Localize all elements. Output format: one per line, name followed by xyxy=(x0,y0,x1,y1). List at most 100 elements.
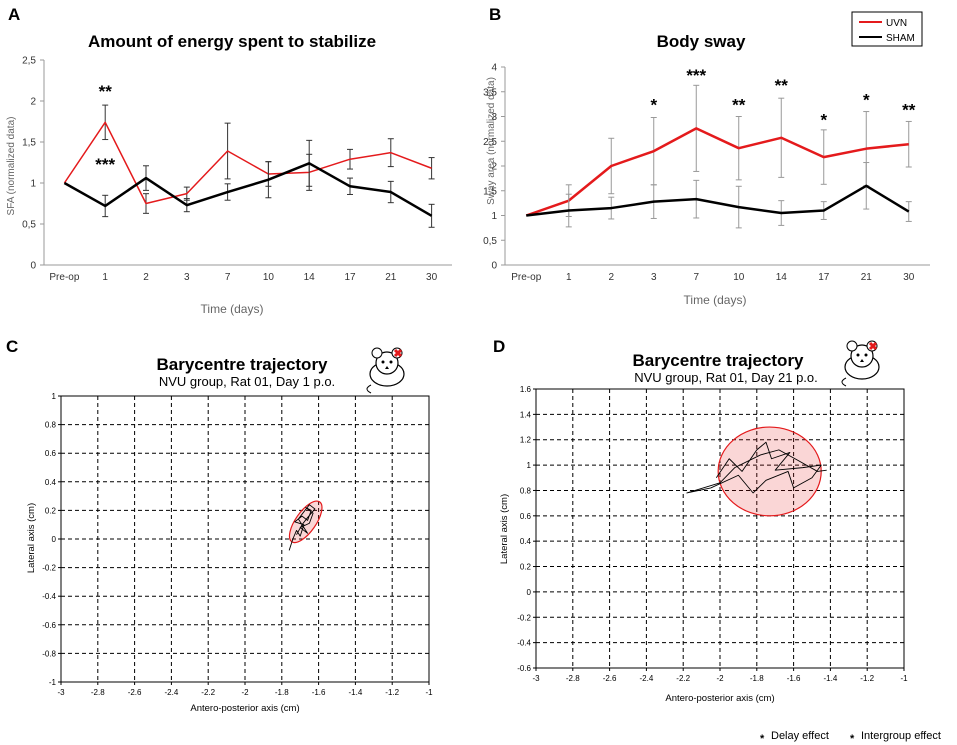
x-tick-label: -2.4 xyxy=(640,674,654,683)
significance-stars: *** xyxy=(95,155,115,174)
chart-b-ylabel: Sway area (normalized data) xyxy=(486,77,497,205)
confidence-ellipse xyxy=(717,426,822,517)
x-tick-label: -2.6 xyxy=(128,688,142,697)
chart-b-xlabel: Time (days) xyxy=(684,293,747,307)
x-tick-label: 3 xyxy=(184,272,190,283)
chart-d-ylabel: Lateral axis (cm) xyxy=(499,494,510,564)
x-tick-label: -1.6 xyxy=(787,674,801,683)
y-tick-label: 0.8 xyxy=(520,486,532,495)
x-tick-label: -2.2 xyxy=(676,674,690,683)
panel-b: B Body sway 0 0,5 1 1,5 2 2,5 3 3,5 4 Pre-op 1 2 3 7 1… xyxy=(483,5,930,307)
significance-stars: *** xyxy=(686,66,706,85)
y-tick-label: 0.4 xyxy=(45,478,57,487)
significance-stars: ** xyxy=(902,101,916,120)
panel-d: D Barycentre trajectory NVU group, Rat 0… xyxy=(493,337,908,704)
x-tick-label: 17 xyxy=(344,272,356,283)
x-tick-label: -3 xyxy=(57,688,65,697)
y-tick-label: 1.6 xyxy=(520,385,532,394)
x-tick-label: -2.8 xyxy=(566,674,580,683)
y-tick-label: 0.8 xyxy=(45,421,57,430)
chart-c-xlabel: Antero-posterior axis (cm) xyxy=(190,703,299,714)
y-tick-label: 4 xyxy=(491,63,497,74)
y-tick-label: 2 xyxy=(491,162,497,173)
y-tick-label: 1 xyxy=(52,392,57,401)
y-tick-label: 3,5 xyxy=(483,87,497,98)
panel-letter-d: D xyxy=(493,337,505,356)
significance-stars: ** xyxy=(99,82,113,101)
x-tick-label: -2 xyxy=(241,688,249,697)
x-tick-label: 2 xyxy=(143,272,149,283)
panel-letter-b: B xyxy=(489,5,501,24)
y-tick-label: -1 xyxy=(49,678,57,687)
x-tick-label: 14 xyxy=(304,272,316,283)
panel-letter-c: C xyxy=(6,337,18,356)
chart-d-subtitle: NVU group, Rat 01, Day 21 p.o. xyxy=(634,370,818,385)
rat-icon-d xyxy=(841,340,880,387)
delay-effect-star: * xyxy=(760,733,765,745)
y-tick-label: 2,5 xyxy=(483,137,497,148)
rat-icon-c xyxy=(366,347,405,394)
y-tick-label: -0.4 xyxy=(42,592,56,601)
x-tick-label: -1.2 xyxy=(385,688,399,697)
x-tick-label: 3 xyxy=(651,272,657,283)
y-tick-label: -0.2 xyxy=(517,613,531,622)
significance-stars: * xyxy=(820,110,827,129)
chart-c-title: Barycentre trajectory xyxy=(156,355,328,374)
series-line-sham xyxy=(63,162,433,217)
chart-d-xlabel: Antero-posterior axis (cm) xyxy=(665,693,774,704)
y-tick-label: 0 xyxy=(491,261,497,272)
panel-a: A Amount of energy spent to stabilize 0 0… xyxy=(6,5,452,316)
y-tick-label: 1 xyxy=(30,179,36,190)
x-tick-label: -1.4 xyxy=(349,688,363,697)
chart-c-plot: -3 -2.8 -2.6 -2.4 -2.2 -2 -1.8 -1.6 -1.4 -1.2 -1 -1… xyxy=(42,392,433,697)
significance-stars: ** xyxy=(775,76,789,95)
significance-stars: ** xyxy=(732,96,746,115)
y-tick-label: 0.4 xyxy=(520,537,532,546)
y-tick-label: 3 xyxy=(491,112,497,123)
y-tick-label: 1.2 xyxy=(520,436,532,445)
y-tick-label: 0.2 xyxy=(520,563,532,572)
x-tick-label: 10 xyxy=(733,272,745,283)
chart-a-ylabel: SFA (normalized data) xyxy=(6,117,17,216)
chart-b-title: Body sway xyxy=(657,32,746,51)
legend-uvn-label: UVN xyxy=(886,18,907,29)
x-tick-label: -2.2 xyxy=(201,688,215,697)
y-tick-label: -0.8 xyxy=(42,649,56,658)
x-tick-label: 17 xyxy=(818,272,830,283)
x-tick-label: 10 xyxy=(263,272,275,283)
legend-box xyxy=(851,11,923,47)
barycentre-trajectory xyxy=(288,504,316,551)
footer-legend: * Delay effect * Intergroup effect xyxy=(760,730,941,745)
chart-b-legend: UVN SHAM xyxy=(851,11,923,47)
intergroup-effect-star: * xyxy=(850,733,855,745)
y-tick-label: 0,5 xyxy=(22,220,36,231)
y-tick-label: 2,5 xyxy=(22,56,36,67)
panel-c: C Barycentre trajectory NVU group, Rat 0… xyxy=(6,337,433,714)
chart-d-title: Barycentre trajectory xyxy=(632,351,804,370)
legend-sham-label: SHAM xyxy=(886,33,915,44)
y-tick-label: 1 xyxy=(527,461,532,470)
x-tick-label: 2 xyxy=(608,272,614,283)
y-tick-label: -0.6 xyxy=(517,664,531,673)
plot-frame xyxy=(535,388,905,669)
x-tick-label: Pre-op xyxy=(49,272,79,283)
x-tick-label: 1 xyxy=(102,272,108,283)
x-tick-label: -1.8 xyxy=(275,688,289,697)
x-tick-label: -2 xyxy=(716,674,724,683)
y-tick-label: -0.2 xyxy=(42,564,56,573)
x-tick-label: -1.4 xyxy=(824,674,838,683)
y-tick-label: 1 xyxy=(491,211,497,222)
x-tick-label: -2.4 xyxy=(165,688,179,697)
y-tick-label: 0.6 xyxy=(45,449,57,458)
x-tick-label: -1 xyxy=(900,674,908,683)
x-tick-label: -1 xyxy=(425,688,433,697)
y-tick-label: 0.2 xyxy=(45,506,57,515)
x-tick-label: 14 xyxy=(776,272,788,283)
y-tick-label: 0 xyxy=(527,588,532,597)
barycentre-trajectory xyxy=(686,441,827,494)
x-tick-label: -2.8 xyxy=(91,688,105,697)
y-tick-label: 1,5 xyxy=(22,138,36,149)
